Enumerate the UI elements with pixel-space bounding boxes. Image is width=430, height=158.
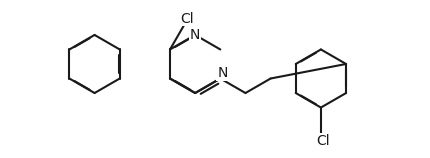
Text: N: N: [190, 28, 200, 42]
Text: Cl: Cl: [180, 12, 194, 25]
Text: N: N: [218, 66, 228, 80]
Text: Cl: Cl: [316, 134, 330, 148]
